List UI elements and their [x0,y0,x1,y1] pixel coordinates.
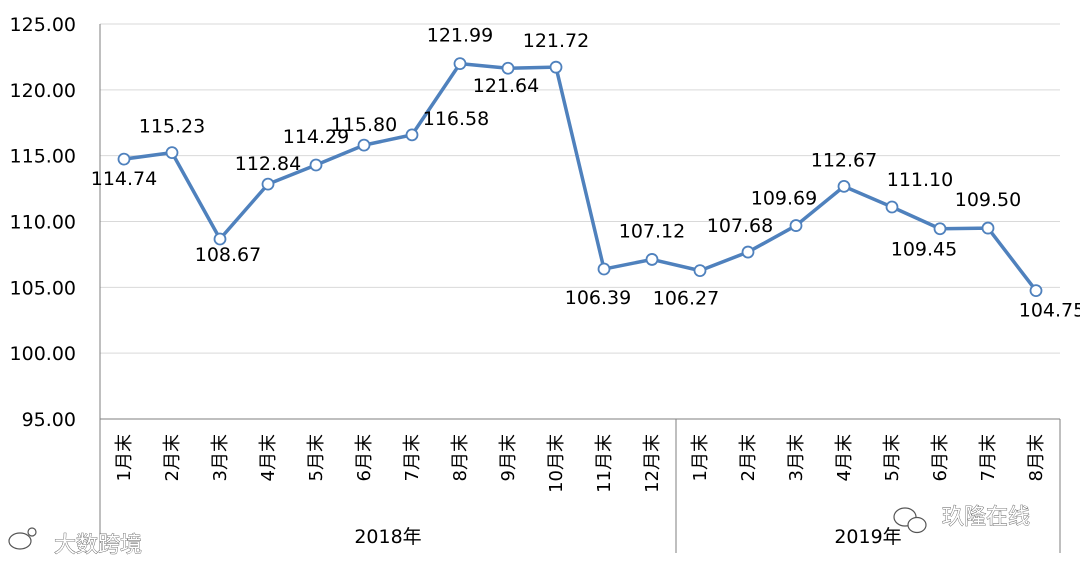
data-label: 115.23 [139,116,205,138]
y-tick-label: 110.00 [10,212,76,234]
data-point [309,158,323,172]
x-tick-label: 9月末 [498,434,519,481]
data-label: 109.45 [891,239,957,261]
data-point [645,253,659,266]
data-point [117,152,131,166]
data-point [597,262,611,276]
data-point [357,138,371,152]
x-tick-label: 8月末 [450,434,471,481]
x-tick-label: 6月末 [354,434,375,481]
wechat-logo-icon [893,507,927,534]
x-tick-label: 7月末 [402,434,423,481]
x-tick-label: 10月末 [546,434,567,493]
data-label: 104.75 [1019,300,1080,322]
y-tick-label: 120.00 [10,80,76,102]
data-label: 114.74 [91,168,157,190]
x-tick-label: 1月末 [114,434,135,481]
y-tick-label: 95.00 [22,409,76,431]
x-tick-label: 12月末 [642,434,663,493]
data-label: 115.80 [331,114,397,136]
x-tick-label: 6月末 [930,434,951,481]
data-label: 107.12 [619,220,685,242]
x-group-labels: 2018年 2019年 [354,526,901,548]
data-label: 112.84 [235,153,301,175]
axes [99,24,1061,553]
x-tick-label: 5月末 [882,434,903,481]
x-tick-label: 4月末 [258,434,279,481]
x-tick-label: 2月末 [162,434,183,481]
data-label: 121.64 [473,75,539,97]
data-point [501,61,515,75]
gridlines [100,23,1060,354]
watermarks: 玖隆在线 大数跨境 [8,505,1030,558]
data-point [453,57,467,71]
data-label: 112.67 [811,149,877,171]
data-label: 121.99 [427,25,493,47]
data-point [981,221,995,235]
data-label: 114.29 [283,126,349,148]
series [117,57,1043,298]
x-tick-label: 3月末 [786,434,807,481]
data-point [213,232,227,246]
x-tick-label: 2月末 [738,434,759,481]
x-tick-label: 5月末 [306,434,327,481]
series-line [123,61,1038,292]
data-point [261,177,275,191]
data-label: 111.10 [887,169,953,191]
data-point [549,60,563,74]
x-tick-label: 8月末 [1026,434,1047,481]
x-tick-label: 4月末 [834,434,855,481]
weibo-logo-icon [8,527,37,550]
data-label: 106.27 [653,288,719,310]
data-point [405,128,419,142]
data-label: 121.72 [523,30,589,52]
x-tick-labels: 1月末 2月末 3月末 4月末 5月末 6月末 7月末 8月末 9月末 10月末 11月末 12月末 1… [114,434,1047,493]
data-point [741,245,755,259]
data-point [165,146,179,160]
x-group-label: 2019年 [834,526,901,548]
x-tick-label: 7月末 [978,434,999,481]
y-tick-label: 100.00 [10,343,76,365]
data-point [933,222,947,236]
y-tick-labels: 95.00 100.00 105.00 110.00 115.00 120.00 125.0… [10,14,76,431]
data-label: 109.50 [955,189,1021,211]
y-tick-label: 115.00 [10,146,76,168]
data-point [789,219,803,232]
data-point [1029,284,1043,298]
data-point [837,179,851,193]
data-point [885,200,899,214]
data-label: 109.69 [751,188,817,210]
x-group-label: 2018年 [354,526,421,548]
data-label: 108.67 [195,244,261,266]
x-tick-label: 11月末 [594,434,615,493]
y-tick-label: 105.00 [10,277,76,299]
x-tick-label: 3月末 [210,434,231,481]
y-tick-label: 125.00 [10,14,76,36]
watermark-left: 大数跨境 [54,533,142,558]
x-tick-label: 1月末 [690,434,711,481]
data-label: 107.68 [707,215,773,237]
watermark-right: 玖隆在线 [942,505,1030,530]
data-label: 116.58 [423,108,489,130]
data-point [693,264,707,278]
data-label: 106.39 [565,287,631,309]
